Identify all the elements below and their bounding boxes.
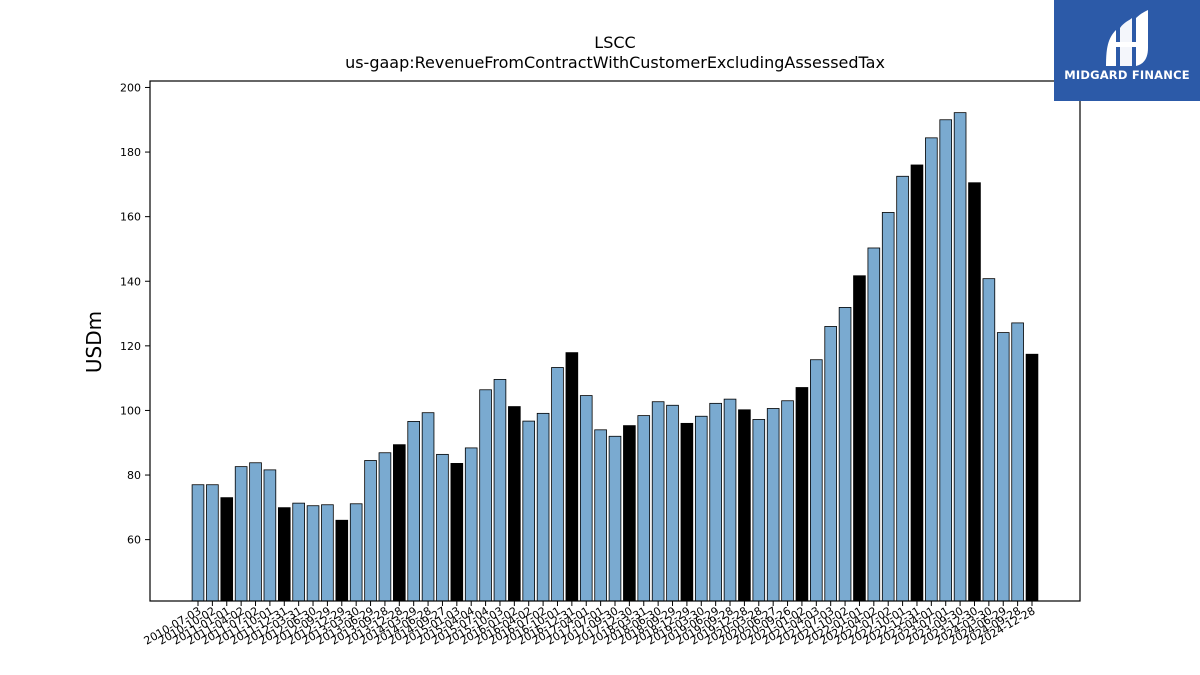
- y-tick-label: 140: [120, 275, 141, 288]
- bar-2013-12-28: [393, 444, 406, 602]
- bar-2014-03-29: [407, 421, 420, 602]
- bar-2013-06-29: [364, 460, 377, 602]
- bar-2019-06-29: [709, 402, 722, 602]
- bar-2018-12-29: [680, 422, 694, 602]
- bar-2012-12-29: [335, 519, 349, 602]
- bar-2024-03-30: [982, 278, 996, 602]
- bar-2022-10-01: [896, 175, 909, 602]
- chart-subtitle: us-gaap:RevenueFromContractWithCustomerE…: [345, 53, 885, 72]
- bar-2010-07-03: [191, 484, 205, 602]
- bar-2017-04-01: [579, 395, 593, 602]
- y-tick-label: 120: [120, 340, 141, 353]
- y-tick-label: 80: [127, 469, 141, 482]
- bar-2019-12-28: [738, 409, 751, 602]
- bar-2020-06-27: [766, 408, 780, 602]
- bar-2021-04-03: [810, 359, 823, 602]
- bar-2024-06-29: [996, 332, 1010, 602]
- bar-2017-07-01: [594, 429, 607, 602]
- bar-2017-09-30: [608, 435, 622, 602]
- bar-2011-12-31: [277, 507, 291, 602]
- bar-2016-01-02: [508, 406, 521, 602]
- bar-2022-12-31: [910, 164, 924, 602]
- bar-2021-01-02: [795, 387, 809, 602]
- bar-2015-07-04: [479, 389, 492, 602]
- bar-2016-10-01: [551, 367, 564, 602]
- bar-2020-09-26: [781, 400, 794, 602]
- y-tick-label: 180: [120, 146, 141, 159]
- bar-2023-07-01: [939, 119, 953, 602]
- bar-2023-04-01: [925, 137, 938, 602]
- y-axis-label: USDm: [82, 311, 106, 373]
- bar-2011-07-02: [249, 462, 262, 602]
- bar-2011-10-01: [263, 469, 277, 602]
- bars-group: [191, 112, 1039, 602]
- x-axis: 2010-07-032010-10-022011-01-012011-04-02…: [142, 601, 1038, 648]
- bar-2016-12-31: [565, 352, 579, 602]
- y-tick-label: 100: [120, 404, 141, 417]
- bar-2019-03-30: [694, 415, 708, 602]
- bar-2018-03-31: [637, 415, 651, 602]
- bar-2013-03-30: [349, 503, 363, 602]
- bar-2011-04-02: [234, 466, 248, 602]
- y-tick-label: 200: [120, 81, 141, 94]
- bar-2016-04-02: [522, 420, 536, 602]
- bar-2014-06-28: [421, 412, 435, 602]
- midgard-logo-icon: [1106, 10, 1148, 66]
- midgard-finance-logo: MIDGARD FINANCE: [1054, 0, 1200, 101]
- bar-2019-09-28: [723, 398, 737, 602]
- bar-2021-10-02: [838, 307, 852, 602]
- bar-2022-04-02: [867, 247, 881, 602]
- bar-2015-01-03: [450, 463, 464, 602]
- chart-title: LSCC: [594, 33, 635, 52]
- logo-text: MIDGARD FINANCE: [1064, 68, 1190, 82]
- bar-2017-12-30: [623, 425, 636, 602]
- bar-2013-09-28: [378, 452, 392, 602]
- y-tick-label: 160: [120, 211, 141, 224]
- y-tick-label: 60: [127, 534, 141, 547]
- bar-2012-03-31: [292, 502, 305, 602]
- bar-2024-09-28: [1011, 322, 1024, 602]
- bar-2018-06-30: [651, 401, 665, 602]
- bar-2024-12-28: [1025, 353, 1039, 602]
- bar-2015-04-04: [464, 447, 478, 602]
- bar-2022-01-01: [853, 275, 866, 602]
- bar-2012-06-30: [306, 505, 320, 602]
- bar-2020-03-28: [752, 419, 766, 602]
- bar-2014-09-27: [436, 453, 449, 602]
- bar-2021-07-03: [824, 326, 837, 602]
- bar-2023-12-30: [968, 182, 981, 602]
- bar-2010-10-02: [206, 484, 219, 602]
- y-axis: 60 80 100 120 140 160 180 200: [120, 81, 150, 547]
- bar-2011-01-01: [220, 497, 234, 602]
- bar-2018-09-29: [666, 404, 679, 602]
- plot-frame: [149, 80, 1081, 602]
- bar-2023-09-30: [953, 112, 967, 602]
- bar-2022-07-02: [881, 212, 895, 602]
- bar-2016-07-02: [536, 412, 550, 602]
- bar-2015-10-03: [493, 379, 507, 602]
- bar-2012-09-29: [321, 504, 334, 602]
